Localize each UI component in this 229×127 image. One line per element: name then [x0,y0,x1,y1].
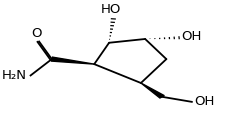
Text: O: O [32,27,42,40]
Text: H₂N: H₂N [1,69,26,82]
Text: OH: OH [180,30,201,43]
Polygon shape [51,57,94,64]
Polygon shape [140,83,164,98]
Text: OH: OH [193,95,213,108]
Text: HO: HO [101,3,121,16]
